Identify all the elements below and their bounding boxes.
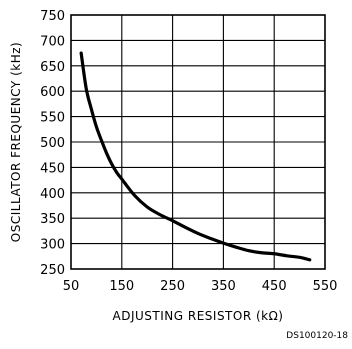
y-tick-label: 300: [40, 238, 65, 253]
y-tick-labels: 250 300 350 400 450 500 550 600 650 700 750: [40, 9, 65, 278]
y-tick-label: 650: [40, 60, 65, 75]
y-tick-label: 750: [40, 9, 65, 24]
y-tick-label: 350: [40, 212, 65, 227]
x-tick-label: 450: [262, 279, 287, 294]
y-tick-label: 250: [40, 263, 65, 278]
y-tick-label: 550: [40, 111, 65, 126]
x-tick-label: 150: [109, 279, 134, 294]
figure-code: DS100120-18: [286, 331, 348, 341]
x-axis-label: ADJUSTING RESISTOR (kΩ): [113, 309, 284, 323]
x-tick-label: 250: [160, 279, 185, 294]
y-tick-label: 500: [40, 136, 65, 151]
y-tick-label: 600: [40, 85, 65, 100]
x-tick-label: 350: [211, 279, 236, 294]
frequency-curve: [79, 51, 312, 262]
x-tick-labels: 50 150 250 350 450 550: [63, 279, 338, 294]
plot-frame: [70, 14, 326, 270]
y-tick-label: 400: [40, 187, 65, 202]
grid: [71, 15, 325, 269]
y-tick-label: 700: [40, 34, 65, 49]
y-tick-label: 450: [40, 161, 65, 176]
y-axis-label: OSCILLATOR FREQUENCY (kHz): [9, 42, 23, 242]
x-tick-label: 50: [63, 279, 80, 294]
x-tick-label: 550: [313, 279, 338, 294]
